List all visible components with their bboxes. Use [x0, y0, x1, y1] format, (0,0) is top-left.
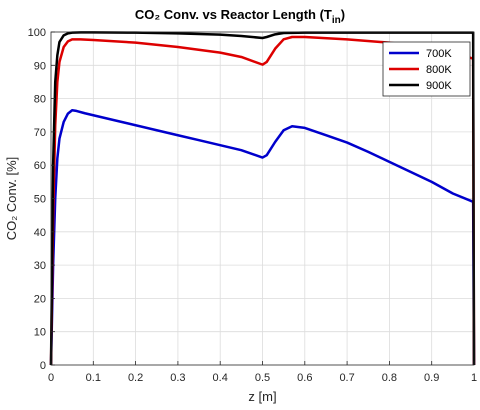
legend: 700K 800K 900K — [382, 41, 471, 97]
y-tick-label: 20 — [34, 293, 46, 305]
series-layer — [49, 31, 476, 366]
series-line-700k — [49, 109, 476, 366]
y-tick-label: 40 — [34, 227, 46, 239]
y-tick-label: 0 — [40, 360, 46, 372]
y-tick-label: 60 — [34, 160, 46, 172]
y-axis-label: CO₂ Conv. [%] — [4, 157, 19, 241]
series-line-900k — [49, 31, 476, 366]
y-axis-ticks: 0 10 20 30 40 50 60 70 80 90 100 — [28, 27, 55, 372]
legend-label: 700K — [426, 48, 452, 60]
series-line-800k — [49, 35, 476, 366]
x-axis-ticks: 0 0.1 0.2 0.3 0.4 0.5 0.6 0.7 0.8 0.9 1 — [48, 361, 477, 384]
chart-title: CO₂ Conv. vs Reactor Length (Tin) — [135, 7, 345, 26]
chart-title-end: ) — [341, 7, 345, 22]
legend-label: 800K — [426, 64, 452, 76]
x-tick-label: 1 — [471, 372, 477, 384]
x-tick-label: 0.5 — [255, 372, 270, 384]
y-tick-label: 80 — [34, 94, 46, 106]
x-tick-label: 0.8 — [382, 372, 397, 384]
x-tick-label: 0.2 — [128, 372, 143, 384]
x-tick-label: 0.3 — [170, 372, 185, 384]
svg-text:CO₂ Conv. vs Reactor Length (T: CO₂ Conv. vs Reactor Length (Tin) — [135, 7, 345, 26]
legend-label: 900K — [426, 80, 452, 92]
y-tick-label: 50 — [34, 194, 46, 206]
y-tick-label: 90 — [34, 60, 46, 72]
y-tick-label: 10 — [34, 327, 46, 339]
x-tick-label: 0.7 — [339, 372, 354, 384]
x-tick-label: 0.1 — [86, 372, 101, 384]
y-tick-label: 100 — [28, 27, 46, 39]
x-tick-label: 0.9 — [424, 372, 439, 384]
chart-title-subscript: in — [332, 15, 341, 26]
y-tick-label: 30 — [34, 260, 46, 272]
x-tick-label: 0 — [48, 372, 54, 384]
y-tick-label: 70 — [34, 127, 46, 139]
x-axis-label: z [m] — [248, 389, 276, 404]
x-tick-label: 0.6 — [297, 372, 312, 384]
chart-title-main: CO₂ Conv. vs Reactor Length (T — [135, 7, 332, 22]
x-tick-label: 0.4 — [213, 372, 228, 384]
